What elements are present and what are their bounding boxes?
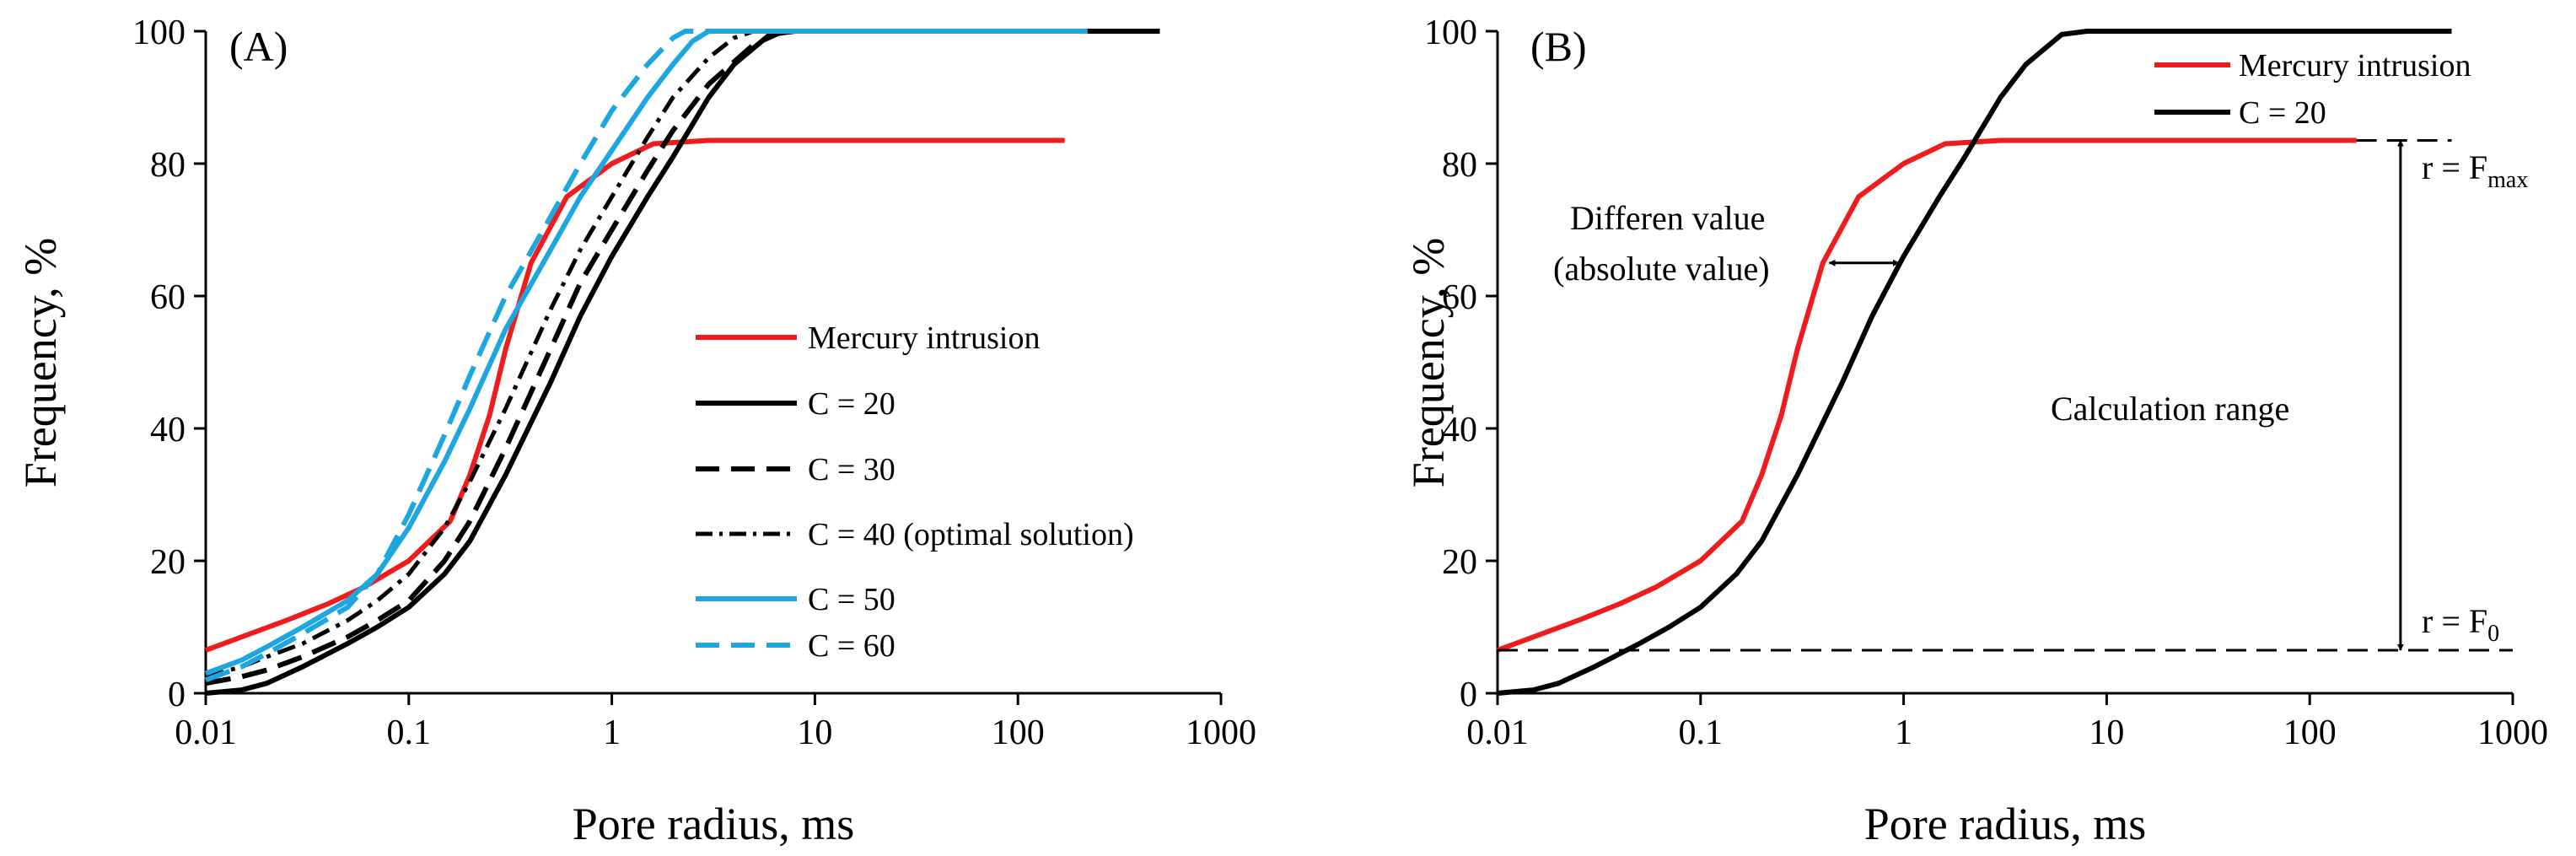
series-line-c-60 bbox=[204, 29, 1088, 683]
panel-b-annotations bbox=[1498, 139, 2513, 652]
annotation-difference-line2: (absolute value) bbox=[1553, 250, 1770, 288]
legend-b-label-c20: C = 20 bbox=[2239, 95, 2326, 131]
x-tick-label-3: 10 bbox=[2089, 713, 2124, 752]
annotation-fmax: r = Fmax bbox=[2422, 148, 2528, 193]
y-tick-label-4: 80 bbox=[150, 146, 186, 185]
legend-a-label-c50: C = 50 bbox=[808, 582, 895, 617]
panel-a-axes bbox=[204, 31, 1221, 695]
series-line-mercury-intrusion bbox=[204, 137, 1065, 653]
legend-a-label-c40: C = 40 (optimal solution) bbox=[808, 517, 1134, 552]
panel-b-legend: Mercury intrusion C = 20 bbox=[2154, 48, 2471, 131]
y-tick-label-0: 0 bbox=[1460, 676, 1477, 714]
panel-b-x-title: Pore radius, ms bbox=[1864, 799, 2146, 849]
y-tick-label-2: 40 bbox=[1442, 411, 1477, 450]
y-tick-label-0: 0 bbox=[168, 676, 186, 714]
legend-a-label-c30: C = 30 bbox=[808, 452, 895, 487]
x-tick-label-5: 1000 bbox=[2477, 713, 2548, 752]
x-tick-label-1: 0.1 bbox=[387, 713, 432, 752]
panel-a-y-ticks: 0 20 40 60 80 100 bbox=[132, 13, 206, 714]
annotation-f0-prefix: r = F bbox=[2422, 602, 2487, 640]
panel-b-axes bbox=[1496, 31, 2513, 695]
panel-b-y-title: Frequency, % bbox=[1403, 238, 1454, 487]
panel-a-legend: Mercury intrusion C = 20 C = 30 C = 40 (… bbox=[696, 320, 1134, 664]
y-tick-label-3: 60 bbox=[150, 278, 186, 317]
x-tick-label-2: 1 bbox=[1895, 713, 1912, 752]
panel-a-y-title: Frequency, % bbox=[15, 238, 66, 487]
x-tick-label-4: 100 bbox=[2283, 713, 2337, 752]
x-tick-label-0: 0.01 bbox=[175, 713, 237, 752]
annotation-fmax-prefix: r = F bbox=[2422, 148, 2487, 186]
panel-a-x-ticks: 0.01 0.1 1 10 100 1000 bbox=[175, 693, 1256, 752]
legend-a-label-mercury: Mercury intrusion bbox=[808, 320, 1040, 356]
annotation-difference-line1: Differen value bbox=[1570, 199, 1765, 237]
y-tick-label-4: 80 bbox=[1442, 146, 1477, 185]
x-tick-label-2: 1 bbox=[603, 713, 621, 752]
annotation-fmax-sub: max bbox=[2487, 167, 2528, 193]
annotation-f0: r = F0 bbox=[2422, 602, 2499, 647]
panel-b-tag: (B) bbox=[1530, 23, 1587, 70]
x-tick-label-4: 100 bbox=[992, 713, 1045, 752]
legend-a-label-c20: C = 20 bbox=[808, 386, 895, 422]
x-tick-label-3: 10 bbox=[797, 713, 832, 752]
legend-a-label-c60: C = 60 bbox=[808, 628, 895, 664]
panel-a: 0.01 0.1 1 10 100 1000 0 20 40 60 80 100 (A) Pore … bbox=[15, 13, 1256, 849]
y-tick-label-5: 100 bbox=[1424, 13, 1477, 52]
series-line-c-30 bbox=[205, 29, 1160, 686]
y-tick-label-3: 60 bbox=[1442, 278, 1477, 317]
annotation-calculation-range: Calculation range bbox=[2051, 390, 2289, 428]
panel-a-tag: (A) bbox=[229, 23, 288, 70]
y-tick-label-1: 20 bbox=[150, 543, 186, 582]
panel-b-x-ticks: 0.01 0.1 1 10 100 1000 bbox=[1466, 693, 2548, 752]
y-tick-label-2: 40 bbox=[150, 411, 186, 450]
y-tick-label-5: 100 bbox=[132, 13, 186, 52]
series-line-c-20 bbox=[1497, 29, 2452, 696]
x-tick-label-5: 1000 bbox=[1186, 713, 1256, 752]
legend-b-label-mercury: Mercury intrusion bbox=[2239, 48, 2471, 83]
x-tick-label-1: 0.1 bbox=[1679, 713, 1724, 752]
panel-b: 0.01 0.1 1 10 100 1000 0 20 40 60 80 100 (B) Pore … bbox=[1403, 13, 2548, 849]
panel-b-series bbox=[1496, 29, 2452, 696]
annotation-f0-sub: 0 bbox=[2487, 621, 2499, 647]
series-line-mercury-intrusion bbox=[1496, 137, 2357, 653]
panel-a-series bbox=[204, 29, 1160, 696]
panel-b-y-ticks: 0 20 40 60 80 100 bbox=[1424, 13, 1498, 714]
panel-a-x-title: Pore radius, ms bbox=[573, 799, 854, 849]
y-tick-label-1: 20 bbox=[1442, 543, 1477, 582]
x-tick-label-0: 0.01 bbox=[1466, 713, 1529, 752]
